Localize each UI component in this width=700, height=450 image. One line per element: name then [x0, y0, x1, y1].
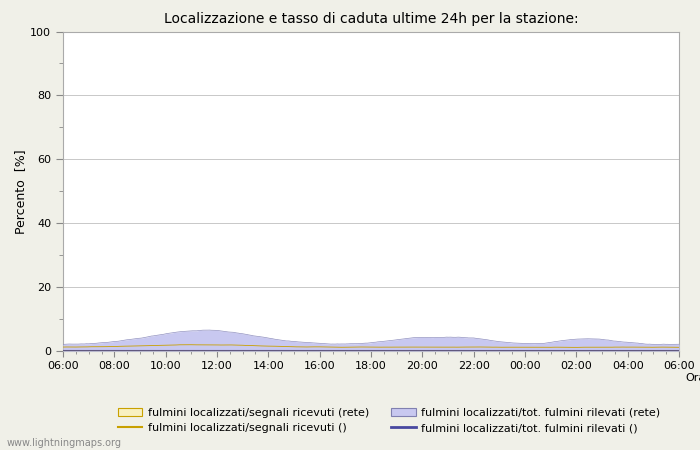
Title: Localizzazione e tasso di caduta ultime 24h per la stazione:: Localizzazione e tasso di caduta ultime … — [164, 12, 578, 26]
Text: www.lightningmaps.org: www.lightningmaps.org — [7, 438, 122, 448]
Legend: fulmini localizzati/segnali ricevuti (rete), fulmini localizzati/segnali ricevut: fulmini localizzati/segnali ricevuti (re… — [118, 408, 660, 433]
Text: Orario: Orario — [685, 374, 700, 383]
Y-axis label: Percento  [%]: Percento [%] — [15, 149, 27, 234]
